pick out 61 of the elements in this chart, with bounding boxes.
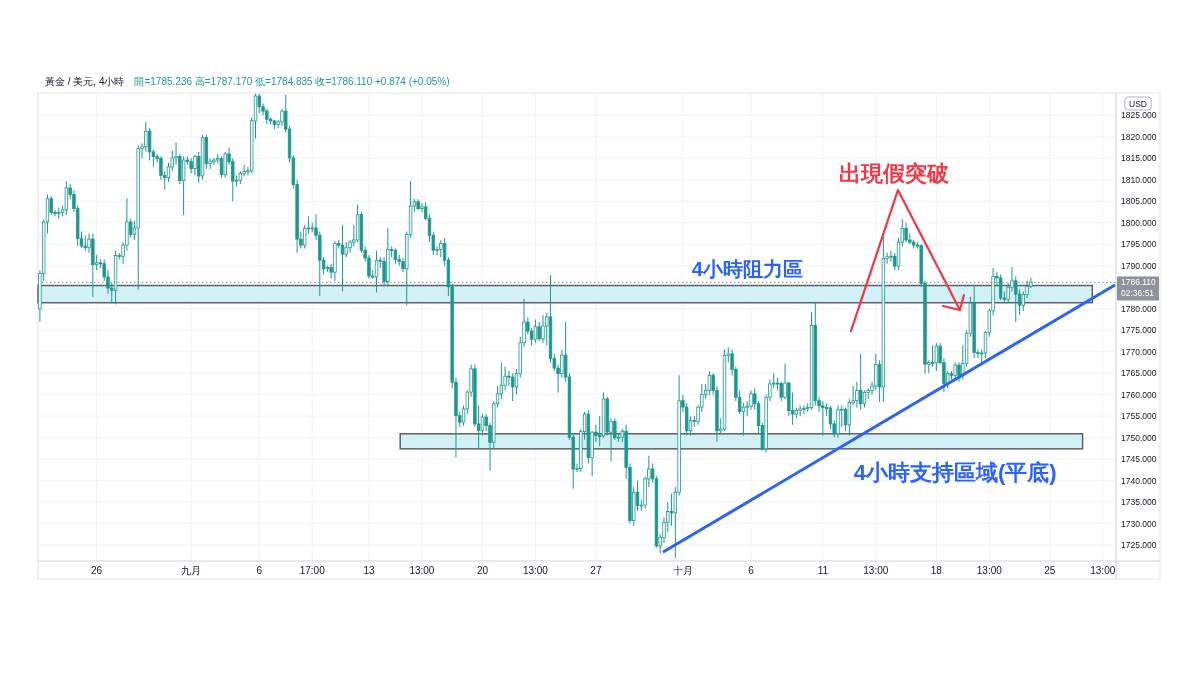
y-tick-label: 1825.000 — [1121, 110, 1157, 121]
y-tick-label: 1780.000 — [1121, 303, 1157, 314]
y-tick-label: 1730.000 — [1121, 518, 1157, 529]
candlestick — [930, 344, 935, 368]
y-tick-label: 1745.000 — [1121, 454, 1157, 465]
x-tick-label: 13:00 — [863, 564, 889, 576]
candlestick — [779, 381, 783, 402]
y-tick-label: 1790.000 — [1121, 260, 1157, 271]
candlestick — [874, 353, 878, 391]
candlestick — [904, 222, 908, 243]
y-tick-label: 1815.000 — [1121, 153, 1157, 164]
x-tick-label: 九月 — [181, 564, 202, 576]
x-tick-label: 27 — [590, 564, 602, 576]
y-tick-label: 1775.000 — [1121, 325, 1157, 336]
x-tick-label: 18 — [930, 564, 943, 576]
chart-subtitle: 開=1785.236 高=1787.170 低=1784.835 收=1786.110 +0.874 (+0.05%) — [134, 76, 450, 87]
x-tick-label: 13:00 — [1090, 564, 1116, 576]
x-tick-label: 6 — [256, 564, 263, 576]
x-tick-label: 13:00 — [976, 564, 1003, 576]
y-tick-label: 1765.000 — [1121, 368, 1157, 379]
x-tick-label: 25 — [1044, 564, 1056, 576]
x-tick-label: 20 — [476, 564, 489, 576]
y-tick-label: 1755.000 — [1121, 411, 1157, 422]
candlestick — [507, 370, 511, 387]
ref-line-label: 1786.110 02:36:51 — [1121, 277, 1157, 299]
y-tick-label: 1735.000 — [1121, 497, 1157, 508]
candlestick — [669, 493, 674, 527]
y-tick-label: 1725.000 — [1121, 540, 1157, 551]
y-tick-label: 1800.000 — [1121, 217, 1157, 228]
candlestick — [934, 342, 939, 372]
x-tick-label: 十月 — [672, 564, 693, 576]
y-tick-label: 1740.000 — [1121, 475, 1157, 486]
x-tick-label: 17:00 — [299, 564, 326, 576]
x-tick-label: 13 — [363, 564, 375, 576]
y-tick-label: 1820.000 — [1121, 131, 1157, 142]
y-tick-label: 1805.000 — [1121, 196, 1157, 207]
band-label: 4小時支持區域(平底) — [853, 459, 1057, 485]
y-axis-title: USD — [1129, 98, 1147, 109]
x-tick-label: 11 — [817, 564, 829, 576]
candlestick — [821, 400, 825, 437]
candlestick — [511, 372, 515, 402]
candlestick — [193, 154, 197, 177]
y-tick-label: 1750.000 — [1121, 432, 1157, 443]
y-tick-label: 1770.000 — [1121, 346, 1157, 357]
y-tick-label: 1795.000 — [1121, 239, 1157, 250]
candlestick — [707, 370, 712, 396]
x-tick-label: 26 — [91, 564, 103, 576]
y-tick-label: 1760.000 — [1121, 389, 1157, 400]
x-tick-label: 6 — [748, 564, 755, 576]
annotation: 出現假突破 — [838, 160, 950, 186]
y-tick-label: 1810.000 — [1121, 174, 1157, 185]
x-tick-label: 13:00 — [409, 564, 435, 576]
candlestick — [223, 151, 227, 179]
candlestick — [855, 381, 859, 409]
chart-title: 黃金 / 美元, 4小時 — [45, 76, 125, 87]
candlestick — [802, 404, 806, 415]
candlestick — [537, 321, 541, 342]
x-tick-label: 13:00 — [522, 564, 549, 576]
band-label: 4小時阻力區 — [691, 257, 803, 280]
candlestick — [212, 157, 216, 166]
candlestick — [541, 314, 545, 344]
